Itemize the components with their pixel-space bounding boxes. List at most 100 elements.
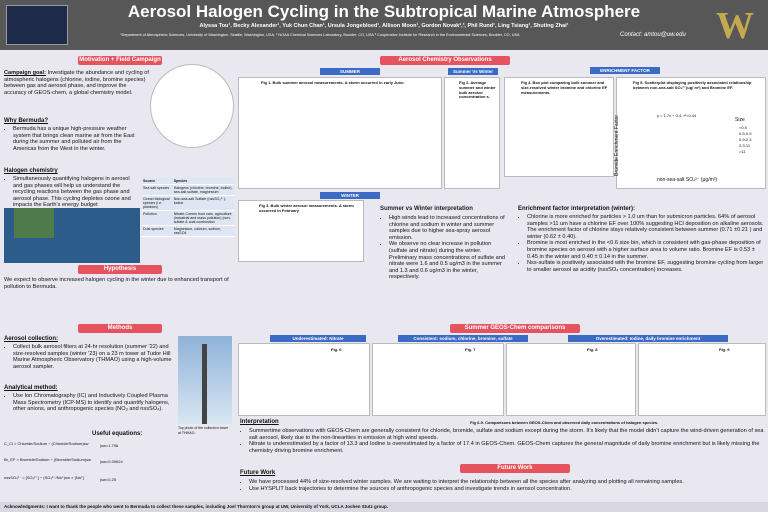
map — [4, 208, 140, 263]
cell: Dust species — [142, 225, 173, 237]
caption: Fig 1. Bulk summer aerosol measurements.… — [261, 80, 405, 85]
hypothesis-text: We expect to observe increased halogen c… — [4, 277, 229, 290]
caption: Fig. 8 — [587, 347, 598, 352]
cell: Species — [172, 178, 234, 185]
tower-photo — [178, 336, 232, 424]
bullet: Use Ion Chromatography (IC) and Inductiv… — [13, 393, 172, 413]
section-heading: Summer GEOS-Chem comparisons — [450, 324, 580, 333]
caption: Fig 6-9. Comparisons between GEOS-Chem a… — [470, 420, 659, 425]
caption: Fig 2. Average summer and winter bulk ae… — [459, 80, 496, 100]
figure: Fig 1. Bulk summer aerosol measurements.… — [238, 77, 442, 189]
equation: C_Cl = Chloride/Sodium ÷ (Chloride/Sodiu… — [4, 441, 89, 446]
sub-heading: SUMMER — [320, 68, 380, 75]
caption: Fig 5. Scatterplot displaying positively… — [633, 80, 752, 90]
x-axis-label: non-sea-salt SO₄²⁻ (μg/m³) — [657, 177, 718, 183]
section-heading: Hypothesis — [78, 265, 162, 274]
subheading: Aerosol collection: — [4, 336, 59, 342]
subheading: Analytical method: — [4, 385, 58, 391]
bullet: Simultaneously quantifying halogens in a… — [13, 176, 139, 209]
bullet: Bromine is most enriched in the <0.6 siz… — [527, 240, 766, 260]
contact: Contact: amtou@uw.edu — [620, 32, 686, 38]
bullet: Chlorine is more enriched for particles … — [527, 214, 766, 240]
sub-heading: Summer Vs Winter — [448, 68, 498, 75]
list: Summertime observations with GEOS-Chem a… — [240, 428, 766, 454]
equation-value: |sw=1.796 — [100, 443, 119, 448]
bullet: Nss-sulfate is positively associated wit… — [527, 260, 766, 273]
equation: nssSO₄²⁻ = [SO₄²⁻] − (SO₄²⁻/Na⁺)sw × [Na… — [4, 475, 85, 480]
sub-heading: Consistent: sodium, chlorine, bromine, s… — [398, 335, 528, 342]
bullet: High winds lead to increased concentrati… — [389, 215, 510, 241]
photo-caption: Top photo of the collection tower at THM… — [178, 426, 229, 435]
subheading: Summer vs Winter interpretation — [380, 206, 473, 212]
title: Aerosol Halogen Cycling in the Subtropic… — [127, 2, 641, 21]
equation-value: |sw=0.25 — [100, 477, 117, 482]
list: High winds lead to increased concentrati… — [380, 215, 510, 281]
bullet: Collect bulk aerosol filters at 24-hr re… — [13, 344, 172, 370]
legend-title: Size — [735, 117, 745, 123]
figure: Fig 2. Average summer and winter bulk ae… — [444, 77, 500, 189]
cell: Non-sea-salt Sulfate (nssSO₄²⁻), iodine — [172, 195, 234, 211]
legend-entry: <0.5 — [739, 125, 747, 130]
cell: Pollution — [142, 210, 173, 226]
bullet: We have processed 44% of size-resolved w… — [249, 479, 766, 486]
campaign-logo — [150, 64, 234, 148]
bullet: Nitrate is underestimated by a factor of… — [249, 441, 766, 454]
figure: Fig. 6 — [238, 343, 370, 416]
caption: Fig. 9 — [719, 347, 730, 352]
cell: Source — [142, 178, 173, 185]
sub-heading: Overestimated: Iodine, daily bromine enr… — [568, 335, 728, 342]
bullet: Use HYSPLIT back trajectories to determi… — [249, 486, 766, 493]
cell: Nitrate-Comes from cars, agriculture (in… — [172, 210, 234, 226]
subheading: Enrichment factor interpretation (winter… — [518, 206, 636, 212]
figure: Fig 5. Scatterplot displaying positively… — [614, 77, 766, 189]
text: Investigate the abundance and cycling of… — [4, 70, 149, 96]
caption: Fig. 7 — [465, 347, 476, 352]
figure: Fig. 9 — [638, 343, 766, 416]
list: Chlorine is more enriched for particles … — [518, 214, 766, 273]
label: Campaign goal: — [4, 70, 46, 76]
legend-entry: 0.5-0.9 — [739, 131, 752, 136]
sub-heading: WINTER — [320, 192, 380, 199]
cell: Ocean biological species (i.e. plankton) — [142, 195, 173, 211]
header: Aerosol Halogen Cycling in the Subtropic… — [0, 0, 768, 50]
bullet: Summertime observations with GEOS-Chem a… — [249, 428, 766, 441]
caption: Fig. 6 — [331, 347, 342, 352]
subheading: Useful equations: — [92, 431, 143, 437]
caption: Fig 3. Bulk winter aerosol measurements.… — [259, 203, 354, 213]
logo — [6, 5, 68, 45]
figure: Fig 3. Bulk winter aerosol measurements.… — [238, 200, 364, 262]
source-table: Source Species Sea salt species Halogens (… — [142, 178, 234, 237]
figure: Fig. 8 — [506, 343, 636, 416]
affiliations: ¹Department of Atmospheric Sciences, Uni… — [120, 33, 520, 37]
fit-label: y = 1.7x + 0.4, r²=0.44 — [657, 113, 697, 118]
land — [14, 208, 54, 238]
subheading: Why Bermuda? — [4, 118, 49, 124]
legend-entry: 2.3-11 — [739, 143, 751, 148]
legend-entry: >11 — [739, 149, 746, 154]
caption: Fig 4. Box plot comparing bulk summer an… — [521, 80, 608, 95]
list: Simultaneously quantifying halogens in a… — [4, 176, 139, 209]
bullet: Bermuda has a unique high-pressure weath… — [13, 126, 144, 152]
list: Bermuda has a unique high-pressure weath… — [4, 126, 144, 152]
campaign-goal: Campaign goal: Investigate the abundance… — [4, 70, 149, 96]
cell: Sea salt species — [142, 184, 173, 196]
authors: Alyssa Tou¹, Becky Alexander¹, Yuk Chun … — [199, 23, 569, 29]
equation-value: |sw=0.00624 — [100, 459, 123, 464]
tower — [202, 344, 207, 424]
figure: Fig. 7 — [372, 343, 504, 416]
section-heading: Methods — [78, 324, 162, 333]
figure: Fig 4. Box plot comparing bulk summer an… — [504, 77, 614, 177]
sub-heading: Underestimated: Nitrate — [270, 335, 366, 342]
legend-entry: 0.9-2.3 — [739, 137, 752, 142]
uw-logo: W — [716, 5, 754, 47]
subheading: Future Work — [240, 470, 276, 476]
cell: Halogens (chlorine, bromine, iodine), se… — [172, 184, 234, 196]
acknowledgments: Acknowledgments: I want to thank the peo… — [0, 502, 768, 512]
subheading: Halogen chemistry — [4, 168, 58, 174]
section-heading: Motivation + Field Campaign — [78, 56, 162, 65]
list: Use Ion Chromatography (IC) and Inductiv… — [4, 393, 172, 413]
list: We have processed 44% of size-resolved w… — [240, 479, 766, 492]
cell: Magnesium, calcium, sodium, nssSO4 — [172, 225, 234, 237]
section-heading: Aerosol Chemistry Observations — [380, 56, 510, 65]
